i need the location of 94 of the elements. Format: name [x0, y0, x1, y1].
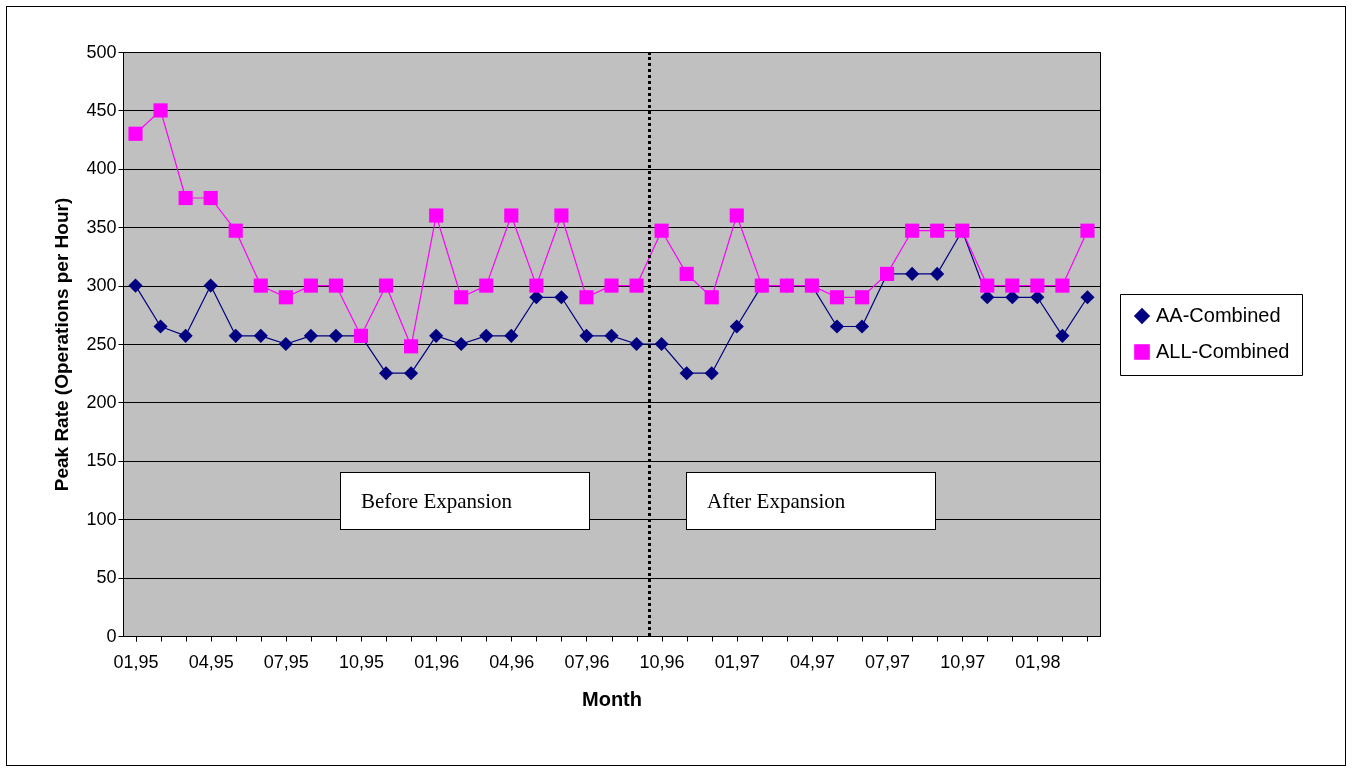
point: [629, 336, 644, 352]
point: [704, 366, 719, 381]
point: [1055, 278, 1070, 293]
point: [829, 319, 845, 334]
x-axis-title: Month: [582, 687, 642, 710]
point: [178, 190, 193, 206]
point: [579, 290, 594, 305]
x-tick-label: 01,97: [714, 651, 760, 672]
point: [654, 336, 669, 352]
point: [829, 290, 845, 305]
point: [203, 278, 218, 293]
point: [604, 328, 619, 343]
point: [1080, 223, 1095, 238]
point: [328, 328, 344, 343]
x-tick-label: 10,96: [639, 651, 685, 672]
point: [554, 208, 569, 223]
point: [554, 290, 569, 305]
y-tick-label: 350: [86, 216, 117, 237]
point: [905, 223, 920, 238]
x-tick-label: 04,96: [489, 651, 535, 672]
point: [178, 328, 193, 343]
y-tick-label: 50: [96, 567, 117, 588]
point: [930, 266, 945, 281]
x-tick-label: 04,97: [789, 651, 835, 672]
point: [153, 103, 168, 118]
point: [679, 366, 694, 381]
point: [303, 278, 318, 293]
x-tick-label: 04,95: [188, 651, 234, 672]
y-tick-label: 0: [106, 625, 117, 646]
point: [253, 328, 268, 343]
point: [905, 266, 920, 281]
text-box: Before Expansion: [340, 472, 590, 530]
x-tick-label: 10,97: [940, 651, 986, 672]
point: [529, 278, 544, 293]
point: [1005, 290, 1020, 305]
point: [303, 328, 318, 343]
y-tick-label: 450: [86, 99, 117, 120]
point: [729, 208, 744, 223]
point: [228, 328, 243, 343]
point: [278, 336, 293, 352]
point: [980, 278, 995, 293]
y-tick-label: 400: [86, 158, 117, 179]
point: [679, 266, 694, 281]
x-tick-label: 01,95: [113, 651, 159, 672]
legend-label: ALL-Combined: [1156, 340, 1290, 362]
point: [1055, 328, 1070, 343]
point: [1080, 290, 1095, 305]
point: [253, 278, 268, 293]
point: [454, 290, 469, 305]
point: [128, 278, 143, 293]
point: [429, 208, 444, 223]
point: [278, 290, 293, 305]
point: [729, 319, 744, 334]
point: [704, 290, 719, 305]
x-tick-label: 01,98: [1015, 651, 1061, 672]
point: [980, 290, 995, 305]
point: [629, 278, 644, 293]
point: [479, 328, 494, 343]
point: [1030, 278, 1045, 293]
y-axis-title: Peak Rate (Operations per Hour): [51, 197, 73, 492]
point: [153, 319, 168, 334]
point: [404, 339, 419, 354]
point: [854, 319, 870, 334]
point: [228, 223, 243, 238]
point: [454, 336, 469, 352]
point: [479, 278, 494, 293]
point: [378, 366, 394, 381]
point: [854, 290, 870, 305]
x-tick-label: 07,96: [564, 651, 610, 672]
point: [203, 190, 218, 206]
point: [654, 223, 669, 238]
x-tick-label: 07,95: [263, 651, 309, 672]
point: [604, 278, 619, 293]
y-tick-label: 300: [86, 275, 117, 296]
point: [504, 208, 519, 223]
point: [579, 328, 594, 343]
x-tick-label: 01,96: [414, 651, 460, 672]
point: [1005, 278, 1020, 293]
y-tick-label: 100: [86, 508, 117, 529]
x-tick-label: 07,97: [865, 651, 911, 672]
point: [328, 278, 344, 293]
text-box: After Expansion: [686, 472, 936, 530]
y-tick-label: 200: [86, 391, 117, 412]
point: [378, 278, 394, 293]
y-tick-label: 250: [86, 333, 117, 354]
x-tick-label: 10,95: [338, 651, 385, 672]
point: [930, 223, 945, 238]
y-tick-label: 150: [86, 450, 117, 471]
point: [429, 328, 444, 343]
legend-label: AA-Combined: [1156, 304, 1281, 326]
point: [128, 126, 143, 141]
point: [504, 328, 519, 343]
point: [404, 366, 419, 381]
y-tick-label: 500: [86, 41, 117, 62]
